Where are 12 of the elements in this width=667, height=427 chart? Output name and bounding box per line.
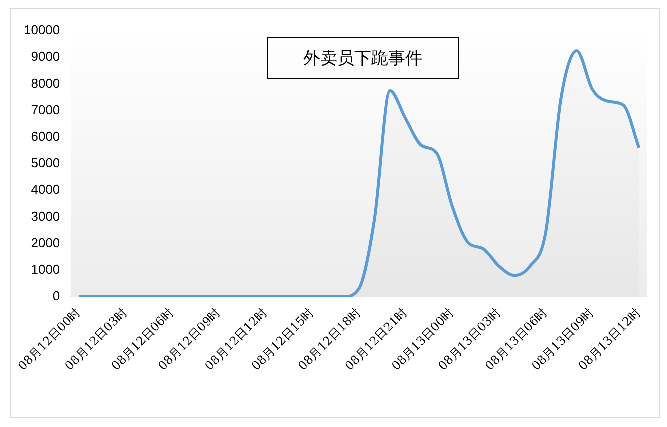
y-tick-label: 7000 xyxy=(31,102,60,118)
y-tick-label: 9000 xyxy=(31,49,60,64)
y-tick-label: 6000 xyxy=(31,128,60,144)
y-tick-label: 1000 xyxy=(31,262,60,277)
y-tick-label: 4000 xyxy=(31,182,60,198)
y-tick-label: 3000 xyxy=(31,208,60,224)
y-tick-label: 10000 xyxy=(24,22,60,38)
y-tick-label: 2000 xyxy=(31,235,60,250)
y-tick-label: 8000 xyxy=(31,76,60,91)
text: 外卖员下跪事件 xyxy=(267,37,459,79)
y-tick-label: 5000 xyxy=(31,156,60,171)
y-tick-label: 0 xyxy=(52,288,60,304)
